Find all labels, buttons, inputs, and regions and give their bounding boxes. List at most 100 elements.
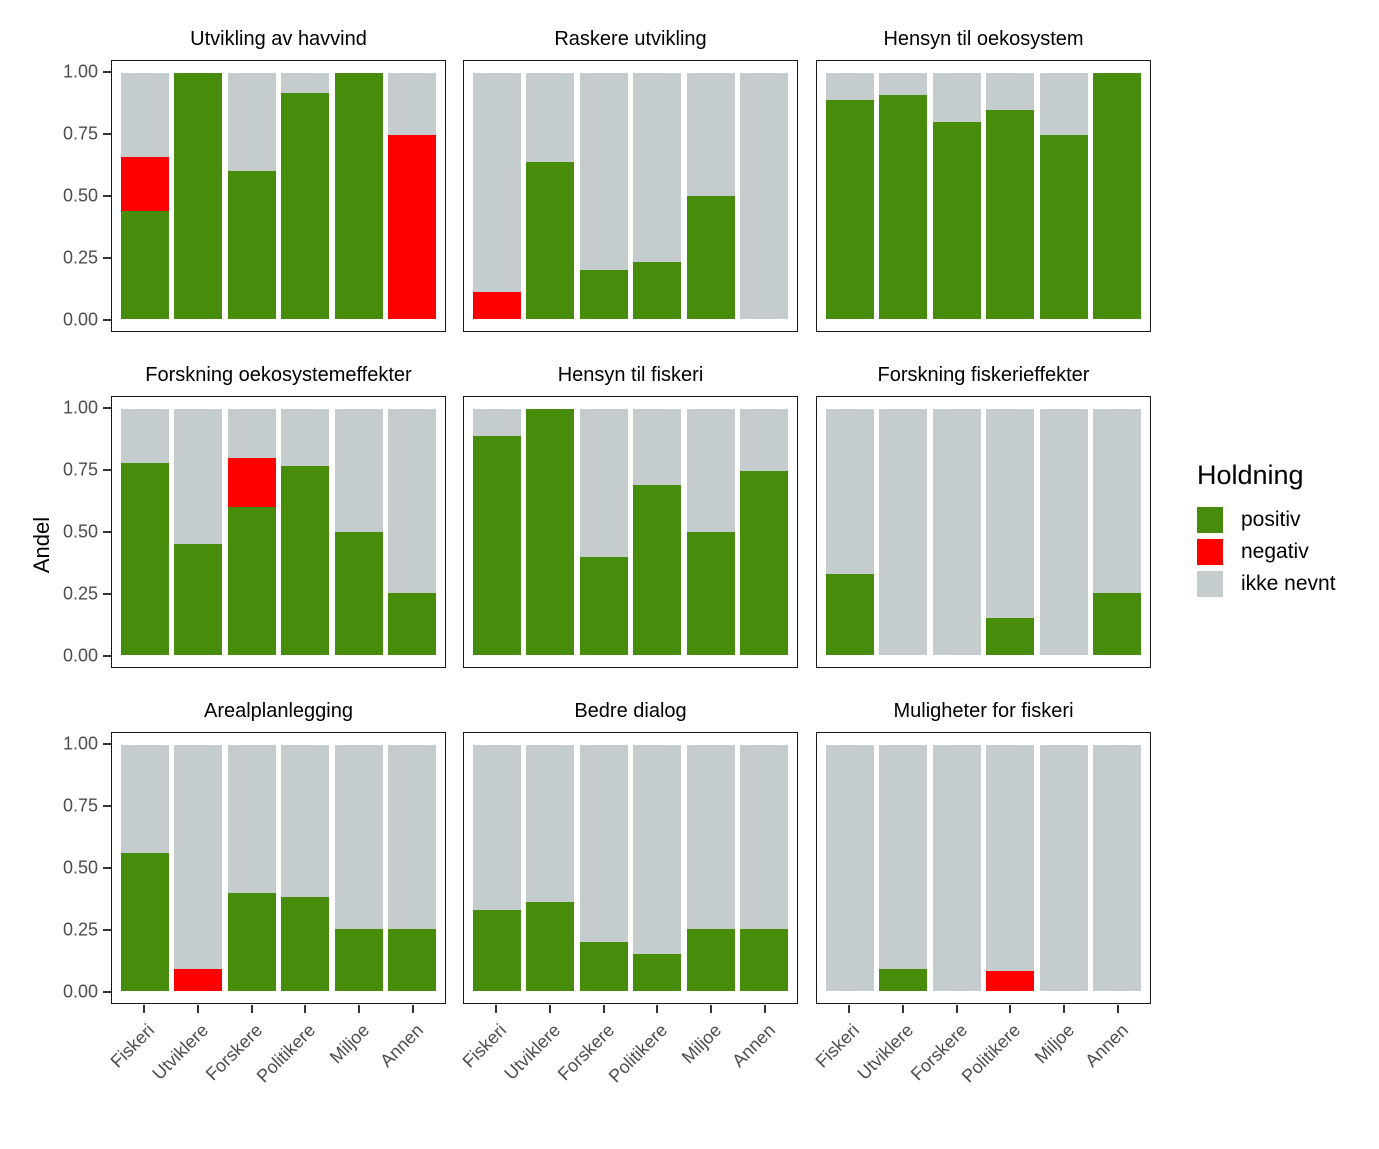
stacked-bar-annen	[740, 409, 789, 655]
x-tick-mark	[764, 1005, 767, 1013]
bar-slot-forskere	[930, 745, 984, 991]
y-tick-label: 0.25	[62, 919, 98, 940]
y-tick-label: 0.00	[62, 309, 98, 330]
bar-slot-politikere	[631, 73, 685, 319]
stacked-bar-utviklere	[174, 745, 223, 991]
y-tick-label: 0.50	[62, 185, 98, 206]
bar-slot-annen	[1091, 73, 1145, 319]
stacked-bar-fiskeri	[472, 73, 521, 319]
stacked-bar-fiskeri	[120, 73, 169, 319]
stacked-bar-utviklere	[526, 745, 575, 991]
bar-segment-positiv	[740, 929, 789, 991]
legend-label-negativ: negativ	[1241, 540, 1309, 563]
bar-slot-fiskeri	[823, 409, 877, 655]
y-tick-mark	[103, 469, 111, 472]
facet-panel-utvikling-av-havvind	[111, 60, 446, 332]
x-tick-mark	[710, 1005, 713, 1013]
bar-segment-positiv	[120, 463, 169, 655]
y-tick-label: 1.00	[62, 733, 98, 754]
bar-segment-positiv	[740, 470, 789, 655]
bar-slot-miljoe	[684, 745, 738, 991]
ikke-nevnt-swatch	[1197, 571, 1223, 597]
bar-segment-negativ	[174, 968, 223, 991]
stacked-bar-fiskeri	[120, 409, 169, 655]
bar-slot-forskere	[577, 73, 631, 319]
bar-segment-positiv	[1093, 73, 1142, 319]
y-tick-mark	[103, 71, 111, 74]
stacked-bar-miljoe	[334, 73, 383, 319]
facet-title-arealplanlegging: Arealplanlegging	[203, 700, 353, 722]
stacked-bar-miljoe	[334, 409, 383, 655]
stacked-bar-fiskeri	[472, 745, 521, 991]
facet-title-bedre-dialog: Bedre dialog	[574, 700, 687, 722]
bar-slot-miljoe	[684, 73, 738, 319]
bar-segment-positiv	[932, 122, 981, 319]
y-tick-mark	[103, 195, 111, 197]
bar-slot-utviklere	[524, 73, 578, 319]
y-tick-mark	[103, 256, 111, 259]
stacked-bar-forskere	[227, 73, 276, 319]
bar-slot-forskere	[930, 73, 984, 319]
bar-slot-politikere	[631, 409, 685, 655]
bar-slot-politikere	[984, 73, 1038, 319]
y-tick-label: 1.00	[62, 61, 98, 82]
stacked-bar-annen	[740, 73, 789, 319]
facet-panel-forskning-oekosystemeffekter	[111, 396, 446, 668]
bar-slot-miljoe	[1037, 73, 1091, 319]
stacked-bar-utviklere	[879, 745, 928, 991]
y-tick-mark	[103, 867, 111, 869]
x-tick-mark	[494, 1005, 497, 1013]
plot-area	[823, 73, 1145, 319]
bar-segment-positiv	[1093, 593, 1142, 655]
bar-segment-negativ	[120, 156, 169, 211]
x-tick-mark	[304, 1005, 307, 1013]
bar-slot-fiskeri	[823, 73, 877, 319]
bar-segment-positiv	[633, 953, 682, 991]
stacked-bar-utviklere	[526, 409, 575, 655]
stacked-bar-annen	[1093, 745, 1142, 991]
bar-slot-forskere	[225, 745, 279, 991]
stacked-bar-politikere	[281, 745, 330, 991]
stacked-bar-fiskeri	[472, 409, 521, 655]
bar-slot-forskere	[225, 73, 279, 319]
bar-segment-positiv	[526, 409, 575, 655]
y-tick-label: 0.75	[62, 795, 98, 816]
bar-slot-fiskeri	[470, 73, 524, 319]
y-tick-mark	[103, 318, 111, 321]
bar-slot-utviklere	[524, 409, 578, 655]
bar-segment-negativ	[227, 458, 276, 508]
bar-segment-positiv	[227, 507, 276, 655]
facet-title-hensyn-til-oekosystem: Hensyn til oekosystem	[883, 28, 1084, 50]
y-tick-label: 0.00	[62, 981, 98, 1002]
bar-slot-annen	[1091, 409, 1145, 655]
bar-segment-positiv	[633, 485, 682, 655]
bar-segment-positiv	[579, 941, 628, 991]
bar-slot-utviklere	[877, 409, 931, 655]
bar-slot-miljoe	[1037, 745, 1091, 991]
plot-area	[470, 409, 791, 655]
facet-panel-arealplanlegging	[111, 732, 446, 1004]
negativ-swatch	[1197, 539, 1223, 565]
legend-item-ikke-nevnt: ikke nevnt	[1197, 571, 1336, 597]
bar-slot-miljoe	[1037, 409, 1091, 655]
bar-segment-positiv	[686, 196, 735, 319]
stacked-bar-forskere	[579, 745, 628, 991]
bar-slot-utviklere	[524, 745, 578, 991]
bar-segment-positiv	[633, 262, 682, 319]
legend-title: Holdning	[1197, 460, 1304, 490]
y-tick-label: 0.00	[62, 645, 98, 666]
plot-area	[470, 73, 791, 319]
x-tick-mark	[196, 1005, 199, 1013]
stacked-bar-fiskeri	[120, 745, 169, 991]
stacked-bar-forskere	[579, 409, 628, 655]
bar-slot-politikere	[984, 409, 1038, 655]
legend: Holdning positiv negativ ikke nevnt	[1197, 460, 1336, 603]
bar-segment-positiv	[174, 544, 223, 655]
stacked-bar-forskere	[932, 745, 981, 991]
bar-segment-positiv	[120, 210, 169, 319]
bar-segment-positiv	[986, 110, 1035, 319]
stacked-bar-forskere	[227, 745, 276, 991]
plot-area	[823, 745, 1144, 991]
bar-segment-positiv	[388, 929, 437, 991]
